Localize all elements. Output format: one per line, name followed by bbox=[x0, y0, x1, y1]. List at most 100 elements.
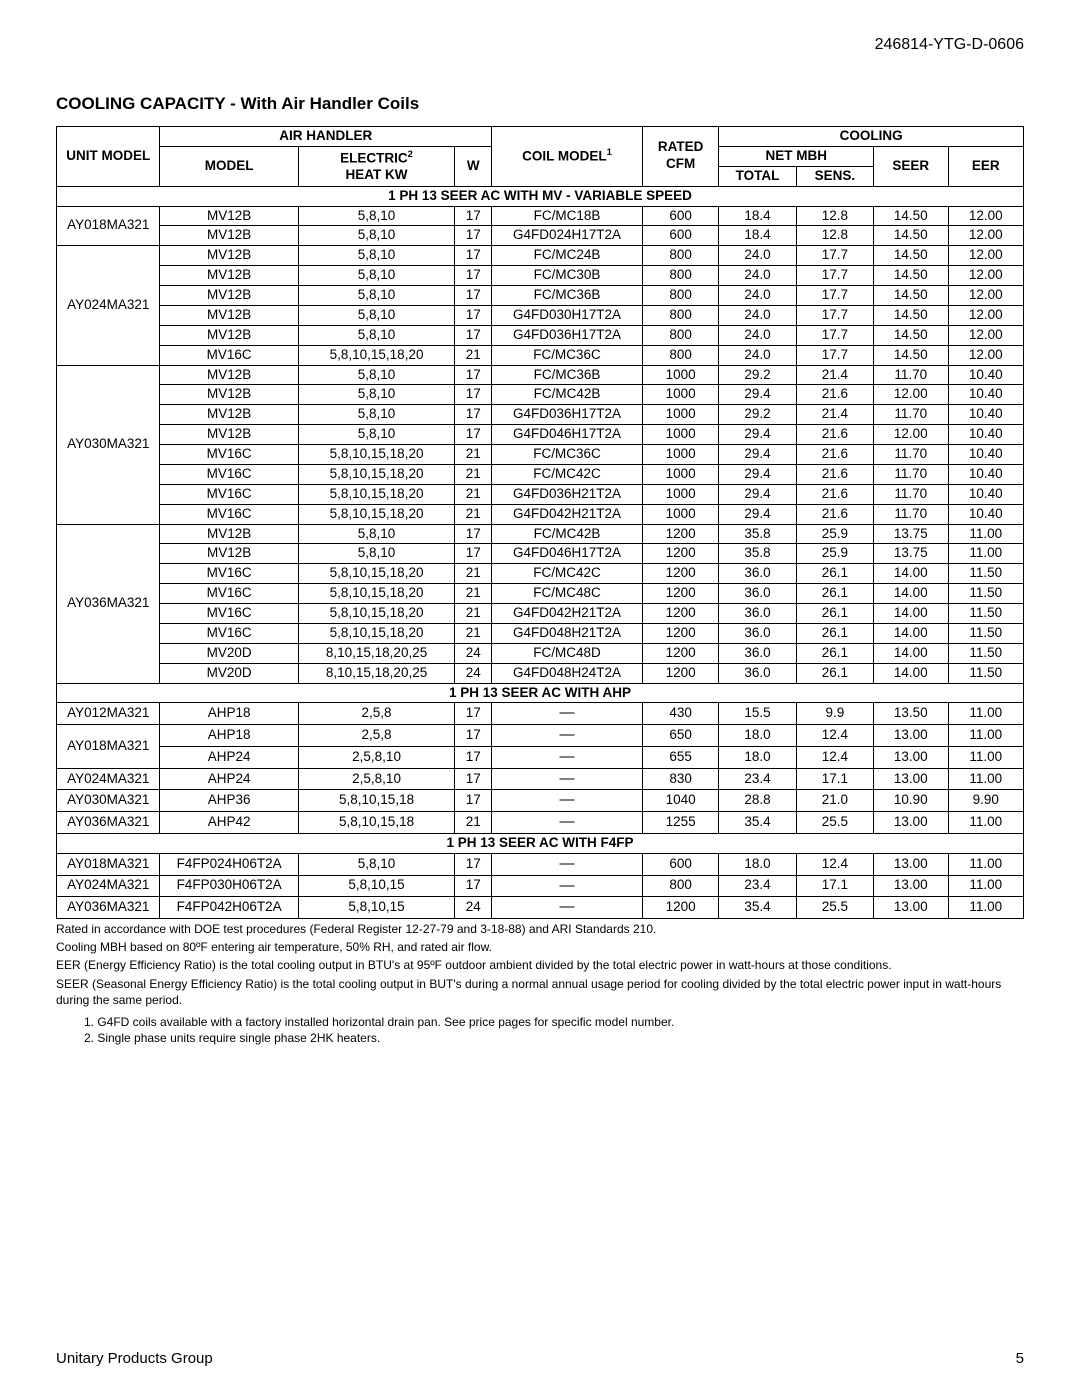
unit-model-cell: AY018MA321 bbox=[57, 853, 160, 875]
model-cell: MV16C bbox=[160, 484, 298, 504]
heat-kw-cell: 5,8,10 bbox=[298, 524, 455, 544]
sens-cell: 26.1 bbox=[796, 564, 873, 584]
cfm-cell: 1000 bbox=[642, 365, 718, 385]
unit-model-cell: AY036MA321 bbox=[57, 524, 160, 683]
eer-cell: 10.40 bbox=[948, 484, 1023, 504]
cfm-cell: 1200 bbox=[642, 604, 718, 624]
table-row: MV12B5,8,1017G4FD024H17T2A60018.412.814.… bbox=[57, 226, 1024, 246]
heat-kw-cell: 2,5,8,10 bbox=[298, 768, 455, 790]
heat-kw-cell: 2,5,8,10 bbox=[298, 746, 455, 768]
sens-cell: 21.4 bbox=[796, 365, 873, 385]
hdr-rated-cfm: RATED CFM bbox=[642, 127, 718, 187]
seer-cell: 14.00 bbox=[874, 623, 948, 643]
coil-cell: FC/MC42C bbox=[492, 464, 643, 484]
w-cell: 21 bbox=[455, 564, 492, 584]
cfm-cell: 600 bbox=[642, 226, 718, 246]
coil-cell: G4FD048H21T2A bbox=[492, 623, 643, 643]
table-row: MV12B5,8,1017G4FD036H17T2A100029.221.411… bbox=[57, 405, 1024, 425]
table-row: AY012MA321AHP182,5,817—43015.59.913.5011… bbox=[57, 703, 1024, 725]
w-cell: 17 bbox=[455, 768, 492, 790]
coil-cell: FC/MC42C bbox=[492, 564, 643, 584]
w-cell: 21 bbox=[455, 345, 492, 365]
sens-cell: 12.4 bbox=[796, 746, 873, 768]
heat-kw-cell: 5,8,10 bbox=[298, 286, 455, 306]
eer-cell: 11.50 bbox=[948, 623, 1023, 643]
hdr-electric-sup: 2 bbox=[408, 149, 413, 160]
w-cell: 17 bbox=[455, 305, 492, 325]
heat-kw-cell: 5,8,10,15,18,20 bbox=[298, 584, 455, 604]
hdr-heat-kw: HEAT KW bbox=[346, 167, 408, 182]
seer-cell: 14.50 bbox=[874, 226, 948, 246]
heat-kw-cell: 5,8,10,15,18,20 bbox=[298, 484, 455, 504]
table-row: MV16C5,8,10,15,18,2021FC/MC36C100029.421… bbox=[57, 445, 1024, 465]
sens-cell: 25.5 bbox=[796, 812, 873, 834]
table-row: MV20D8,10,15,18,20,2524FC/MC48D120036.02… bbox=[57, 643, 1024, 663]
seer-cell: 13.00 bbox=[874, 768, 948, 790]
hdr-rated: RATED bbox=[658, 139, 704, 154]
table-row: MV12B5,8,1017FC/MC30B80024.017.714.5012.… bbox=[57, 266, 1024, 286]
heat-kw-cell: 5,8,10,15,18,20 bbox=[298, 623, 455, 643]
w-cell: 17 bbox=[455, 725, 492, 747]
seer-cell: 13.00 bbox=[874, 746, 948, 768]
w-cell: 17 bbox=[455, 405, 492, 425]
sens-cell: 26.1 bbox=[796, 584, 873, 604]
eer-cell: 10.40 bbox=[948, 504, 1023, 524]
coil-cell: — bbox=[492, 703, 643, 725]
coil-cell: — bbox=[492, 768, 643, 790]
coil-cell: — bbox=[492, 897, 643, 919]
total-cell: 29.4 bbox=[719, 504, 796, 524]
total-cell: 35.8 bbox=[719, 524, 796, 544]
total-cell: 29.4 bbox=[719, 484, 796, 504]
total-cell: 35.4 bbox=[719, 897, 796, 919]
hdr-unit-model: UNIT MODEL bbox=[57, 127, 160, 187]
cfm-cell: 800 bbox=[642, 286, 718, 306]
w-cell: 17 bbox=[455, 246, 492, 266]
eer-cell: 12.00 bbox=[948, 345, 1023, 365]
sens-cell: 17.1 bbox=[796, 875, 873, 897]
coil-cell: — bbox=[492, 725, 643, 747]
eer-cell: 11.50 bbox=[948, 643, 1023, 663]
section-title: COOLING CAPACITY - With Air Handler Coil… bbox=[56, 94, 1024, 114]
sens-cell: 17.1 bbox=[796, 768, 873, 790]
model-cell: MV12B bbox=[160, 425, 298, 445]
heat-kw-cell: 5,8,10,15,18,20 bbox=[298, 345, 455, 365]
page: 246814-YTG-D-0606 COOLING CAPACITY - Wit… bbox=[0, 0, 1080, 1397]
w-cell: 24 bbox=[455, 897, 492, 919]
section-label: 1 PH 13 SEER AC WITH MV - VARIABLE SPEED bbox=[57, 186, 1024, 206]
heat-kw-cell: 5,8,10,15,18,20 bbox=[298, 504, 455, 524]
sens-cell: 12.8 bbox=[796, 226, 873, 246]
seer-cell: 13.00 bbox=[874, 812, 948, 834]
hdr-model: MODEL bbox=[160, 146, 298, 186]
total-cell: 35.4 bbox=[719, 812, 796, 834]
coil-cell: FC/MC36C bbox=[492, 445, 643, 465]
model-cell: MV20D bbox=[160, 643, 298, 663]
unit-model-cell: AY024MA321 bbox=[57, 246, 160, 365]
eer-cell: 10.40 bbox=[948, 425, 1023, 445]
model-cell: MV16C bbox=[160, 623, 298, 643]
eer-cell: 11.00 bbox=[948, 703, 1023, 725]
heat-kw-cell: 5,8,10 bbox=[298, 385, 455, 405]
hdr-seer: SEER bbox=[874, 146, 948, 186]
eer-cell: 10.40 bbox=[948, 464, 1023, 484]
sens-cell: 17.7 bbox=[796, 345, 873, 365]
cfm-cell: 1200 bbox=[642, 584, 718, 604]
coil-cell: G4FD046H17T2A bbox=[492, 544, 643, 564]
unit-model-cell: AY018MA321 bbox=[57, 725, 160, 769]
model-cell: MV12B bbox=[160, 246, 298, 266]
cfm-cell: 1255 bbox=[642, 812, 718, 834]
total-cell: 35.8 bbox=[719, 544, 796, 564]
model-cell: MV12B bbox=[160, 544, 298, 564]
table-row: MV16C5,8,10,15,18,2021FC/MC48C120036.026… bbox=[57, 584, 1024, 604]
sens-cell: 25.9 bbox=[796, 544, 873, 564]
model-cell: MV16C bbox=[160, 604, 298, 624]
seer-cell: 12.00 bbox=[874, 425, 948, 445]
total-cell: 36.0 bbox=[719, 643, 796, 663]
seer-cell: 14.50 bbox=[874, 206, 948, 226]
heat-kw-cell: 5,8,10 bbox=[298, 425, 455, 445]
coil-cell: — bbox=[492, 875, 643, 897]
eer-cell: 11.50 bbox=[948, 663, 1023, 683]
seer-cell: 14.50 bbox=[874, 246, 948, 266]
w-cell: 17 bbox=[455, 875, 492, 897]
model-cell: MV12B bbox=[160, 385, 298, 405]
cfm-cell: 800 bbox=[642, 266, 718, 286]
